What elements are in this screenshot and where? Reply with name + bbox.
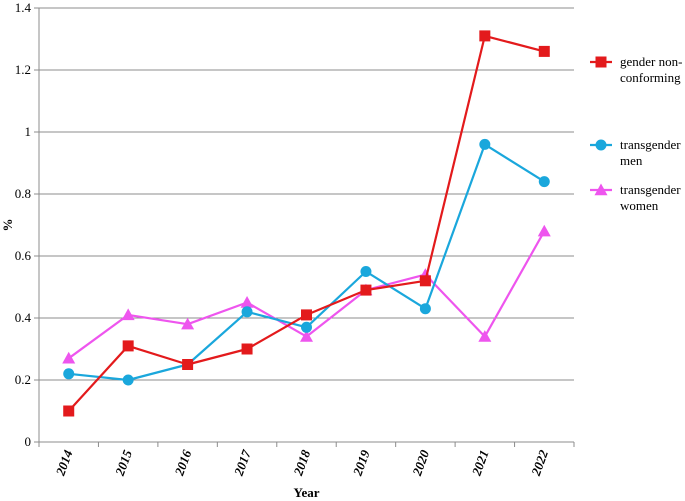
y-tick-label: 0.4 (15, 310, 32, 325)
data-point-triangle (181, 317, 195, 330)
series-line (67, 34, 545, 412)
series (62, 30, 551, 417)
y-tick-label: 0.2 (15, 372, 31, 387)
data-point-square (122, 340, 134, 352)
data-point-circle (122, 374, 134, 386)
series-gender-non-conforming (63, 30, 550, 417)
y-tick-label: 1.2 (15, 62, 31, 77)
x-axis-title: Year (294, 485, 320, 500)
x-tick-label: 2015 (112, 447, 136, 478)
data-point-circle (538, 176, 550, 188)
data-point-square (63, 405, 75, 417)
data-point-circle (360, 266, 372, 277)
legend-label: gender non- (620, 54, 682, 69)
data-point-square (419, 275, 431, 287)
x-tick-label: 2019 (349, 447, 373, 478)
data-point-circle (63, 368, 75, 380)
series-transgender-women (62, 224, 551, 364)
y-tick-label: 1 (25, 124, 32, 139)
data-point-circle (419, 303, 431, 315)
legend-label: transgender (620, 137, 681, 152)
legend-label: transgender (620, 182, 681, 197)
x-tick-label: 2022 (528, 447, 552, 478)
legend-label: conforming (620, 70, 681, 85)
data-point-triangle (240, 296, 254, 308)
x-tick-label: 2021 (468, 448, 491, 479)
legend-label: women (620, 198, 659, 213)
y-tick-label: 0 (25, 434, 32, 449)
data-point-square (479, 30, 491, 42)
y-tick-label: 0.8 (15, 186, 31, 201)
x-tick-label: 2016 (171, 447, 195, 478)
data-point-circle (241, 306, 253, 318)
data-point-triangle (537, 224, 551, 237)
x-tick-label: 2018 (290, 447, 314, 478)
axes: 0 0.2 0.4 0.6 0.8 1 1.2 1.4 2014 2015 2016 2017 2018… (15, 0, 575, 479)
y-axis-title: % (0, 219, 15, 232)
data-point-square (538, 45, 550, 57)
x-tick-label: 2017 (231, 447, 255, 478)
x-tick-label: 2020 (409, 447, 433, 478)
y-tick-label: 0.6 (15, 248, 32, 263)
data-point-square (595, 56, 607, 68)
legend: gender non-conformingtransgendermentrans… (590, 54, 682, 213)
data-point-triangle (594, 183, 608, 196)
x-tick-label: 2014 (52, 447, 76, 478)
series-line (68, 143, 545, 382)
data-point-circle (479, 138, 491, 150)
data-point-triangle (300, 330, 313, 342)
data-point-square (360, 284, 372, 296)
data-point-circle (301, 321, 312, 333)
legend-entry: gender non-conforming (590, 54, 682, 85)
legend-label: men (620, 153, 643, 168)
data-point-square (301, 309, 312, 321)
y-tick-label: 1.4 (15, 0, 32, 15)
data-point-square (241, 343, 253, 355)
data-point-triangle (478, 330, 492, 342)
data-point-triangle (62, 351, 76, 364)
data-point-triangle (121, 308, 135, 321)
data-point-circle (595, 139, 607, 151)
data-point-square (182, 359, 194, 370)
